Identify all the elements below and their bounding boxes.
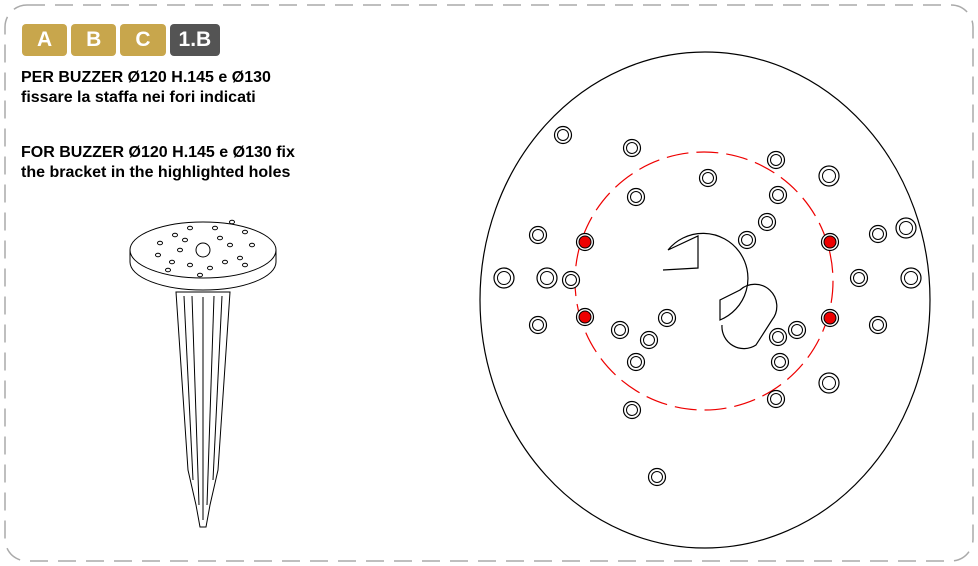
stake-hole (223, 260, 228, 264)
stake-hole (243, 263, 248, 267)
highlighted-hole-fill (824, 236, 836, 248)
instruction-it: PER BUZZER Ø120 H.145 e Ø130 fissare la … (21, 68, 271, 108)
stake-hole (243, 230, 248, 234)
highlighted-hole-fill (824, 312, 836, 324)
tab-active[interactable]: 1.B (170, 24, 221, 56)
stake-hole (173, 233, 178, 237)
stake-hole (156, 253, 161, 257)
text-line: the bracket in the highlighted holes (21, 163, 295, 183)
stake-hole (166, 268, 171, 272)
text-line: FOR BUZZER Ø120 H.145 e Ø130 fix (21, 143, 295, 163)
page: A B C 1.B PER BUZZER Ø120 H.145 e Ø130 f… (0, 0, 978, 566)
stake-hole (208, 266, 213, 270)
stake-hole (228, 243, 233, 247)
stake-hole (250, 243, 255, 247)
stake-hole (158, 241, 163, 245)
stake-hole (183, 238, 188, 242)
stake-hole (188, 226, 193, 230)
stake-hole (178, 248, 183, 252)
stake-hole (218, 236, 223, 240)
highlight-circle (575, 152, 833, 410)
holes (494, 127, 921, 486)
tab[interactable]: B (71, 24, 116, 56)
stake-hole (230, 220, 235, 224)
highlighted-hole-fill (579, 311, 591, 323)
tab-bar: A B C 1.B (22, 24, 220, 56)
stake-hole (170, 260, 175, 264)
stake-hole (188, 263, 193, 267)
stake-hole (198, 273, 203, 277)
tab[interactable]: A (22, 24, 67, 56)
text-line: fissare la staffa nei fori indicati (21, 88, 271, 108)
stake-hole (213, 226, 218, 230)
instruction-en: FOR BUZZER Ø120 H.145 e Ø130 fix the bra… (21, 143, 295, 183)
plate (480, 52, 930, 548)
text-line: PER BUZZER Ø120 H.145 e Ø130 (21, 68, 271, 88)
highlighted-hole-fill (579, 236, 591, 248)
tab[interactable]: C (120, 24, 165, 56)
stake-hole (238, 256, 243, 260)
stake (130, 220, 276, 527)
